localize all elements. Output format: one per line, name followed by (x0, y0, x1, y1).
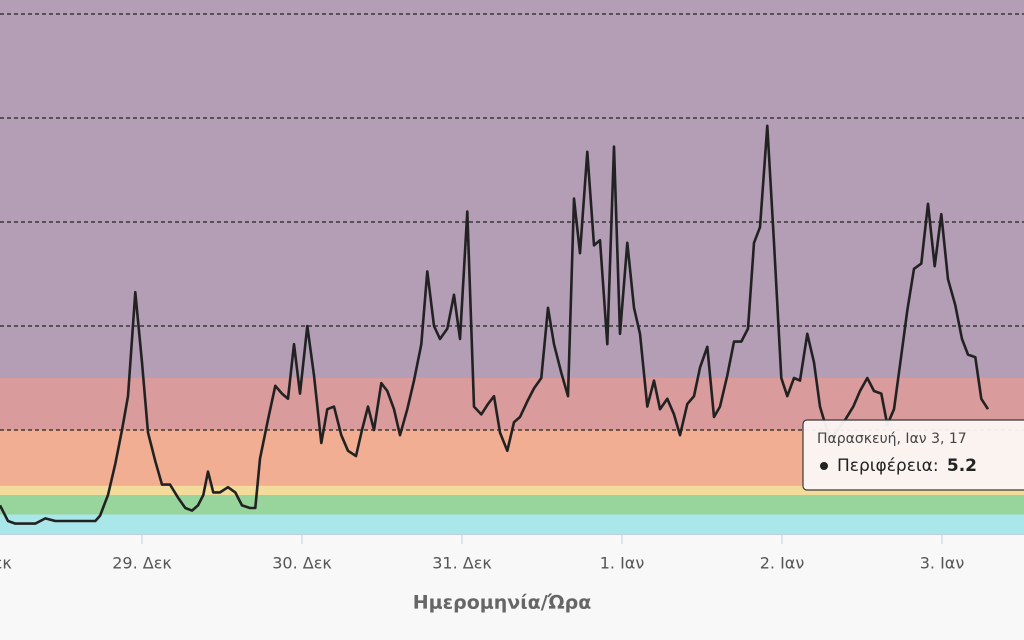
tooltip-series-name: Περιφέρεια (837, 456, 933, 476)
x-tick-label: 31. Δεκ (432, 554, 492, 573)
tooltip-box (802, 419, 1024, 491)
plot-band (0, 0, 1024, 378)
x-tick-label: 29. Δεκ (112, 554, 172, 573)
x-tick-label: 30. Δεκ (272, 554, 332, 573)
tooltip-bullet (820, 462, 828, 470)
x-tick-label: 1. Ιαν (600, 554, 645, 573)
x-tick-label: 2. Ιαν (760, 554, 805, 573)
tooltip: Παρασκευή, Ιαν 3, 17 Περιφέρεια:5.2 (802, 419, 1024, 491)
x-axis-title: Ημερομηνία/Ώρα (413, 592, 592, 614)
plot-band (0, 495, 1024, 515)
plot-band (0, 514, 1024, 534)
tooltip-separator: : (933, 456, 939, 476)
tooltip-title: Παρασκευή, Ιαν 3, 17 (817, 431, 967, 447)
x-tick-label: 3. Ιαν (920, 554, 965, 573)
plot-band (0, 485, 1024, 495)
tooltip-value: 5.2 (947, 456, 977, 476)
series-line (0, 124, 990, 525)
x-tick-label: 28. Δεκ (0, 554, 12, 573)
